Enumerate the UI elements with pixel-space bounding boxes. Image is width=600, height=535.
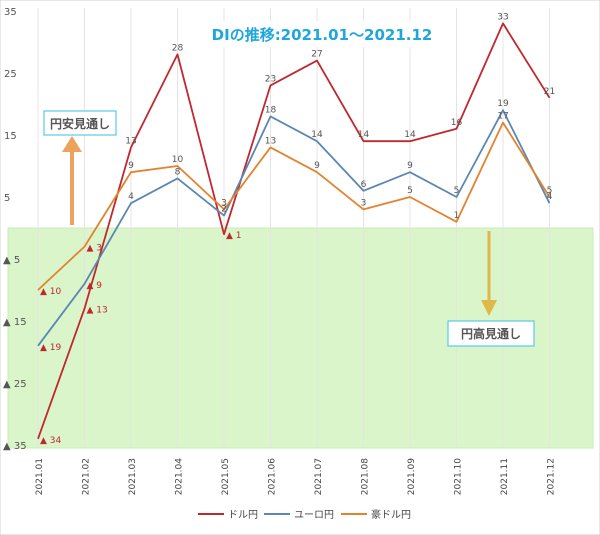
chart-title-text: DIの推移:2021.01〜2021.12	[212, 26, 433, 44]
x-tick-label-2021.03: 2021.03	[128, 458, 138, 495]
data-label-aud: 13	[265, 136, 276, 146]
data-label-aud: ▲ 10	[40, 287, 62, 297]
gridlines	[37, 8, 550, 448]
legend-item-aud[interactable]: 豪ドル円	[341, 508, 411, 521]
legend-item-eur[interactable]: ユーロ円	[264, 510, 334, 521]
data-label-usd: 21	[544, 87, 555, 97]
data-label-eur: 6	[361, 180, 367, 190]
strong-yen-label: 円高見通し	[461, 326, 521, 341]
data-label-usd: 33	[497, 12, 508, 22]
data-label-aud: 5	[407, 186, 413, 196]
y-tick-label: 5	[4, 193, 10, 204]
data-label-eur: 19	[497, 99, 509, 109]
y-axis-ticks: 35 25 15 5 ▲ 5 ▲ 15 ▲ 25 ▲ 35	[3, 7, 27, 452]
data-label-usd: 16	[451, 118, 463, 128]
legend-label-aud: 豪ドル円	[371, 508, 411, 521]
y-tick-label-negative: ▲ 25	[3, 379, 27, 390]
y-tick-label: 35	[4, 7, 17, 18]
data-label-eur: 2	[221, 205, 227, 215]
x-tick-label-2021.02: 2021.02	[82, 458, 92, 495]
data-label-aud: 5	[547, 186, 553, 196]
data-label-eur: ▲ 9	[87, 281, 103, 291]
y-tick-label: 15	[4, 131, 17, 142]
data-label-eur: 8	[175, 167, 181, 177]
legend-item-usd[interactable]: ドル円	[198, 510, 258, 521]
data-label-eur: 9	[407, 161, 413, 171]
chart-title: DIの推移:2021.01〜2021.12	[198, 21, 446, 47]
data-label-aud: ▲ 3	[87, 244, 103, 254]
data-label-eur: ▲ 19	[40, 343, 62, 353]
series-line-aud	[37, 121, 551, 291]
data-label-usd: 14	[404, 130, 416, 140]
weak-yen-label: 円安見通し	[50, 116, 110, 131]
y-tick-label-negative: ▲ 35	[3, 441, 27, 452]
y-tick-label: 25	[4, 69, 17, 80]
data-label-aud: 9	[128, 161, 134, 171]
data-label-aud: 9	[314, 161, 320, 171]
data-label-eur: 18	[265, 105, 277, 115]
series-lines	[37, 22, 551, 440]
data-label-aud: 3	[221, 198, 227, 208]
data-label-aud: 1	[454, 211, 460, 221]
series-line-usd	[37, 22, 551, 440]
weak-yen-annotation: 円安見通し	[43, 110, 117, 225]
x-tick-label-2021.11: 2021.11	[500, 458, 510, 495]
strong-yen-annotation: 円高見通し	[447, 231, 535, 347]
data-label-usd: 14	[358, 130, 370, 140]
x-tick-label-2021.09: 2021.09	[407, 458, 417, 495]
x-tick-label-2021.12: 2021.12	[547, 458, 557, 495]
data-label-usd: ▲ 13	[87, 306, 108, 316]
x-tick-label-2021.06: 2021.06	[268, 458, 278, 495]
data-label-aud: 17	[497, 112, 508, 122]
data-label-eur: 5	[454, 186, 460, 196]
data-label-usd: 27	[311, 50, 322, 60]
data-label-usd: ▲ 34	[40, 436, 62, 446]
y-tick-label-negative: ▲ 5	[3, 255, 20, 266]
weak-yen-arrow-head	[62, 136, 82, 152]
legend: ドル円 ユーロ円 豪ドル円	[198, 508, 411, 521]
data-label-eur: 14	[311, 130, 323, 140]
data-label-eur: 4	[128, 192, 134, 202]
data-label-usd: 13	[125, 136, 136, 146]
x-tick-label-2021.05: 2021.05	[221, 458, 231, 495]
y-tick-label-negative: ▲ 15	[3, 317, 27, 328]
x-tick-label-2021.04: 2021.04	[175, 458, 185, 495]
x-tick-label-2021.08: 2021.08	[361, 458, 371, 495]
x-axis-ticks: 2021.01 2021.02 2021.03 2021.04 2021.05 2021.…	[35, 458, 557, 495]
legend-label-eur: ユーロ円	[294, 510, 334, 521]
x-tick-label-2021.10: 2021.10	[454, 458, 464, 495]
legend-label-usd: ドル円	[228, 510, 258, 521]
x-tick-label-2021.07: 2021.07	[314, 458, 324, 495]
series-line-eur	[37, 109, 551, 347]
data-label-usd: 23	[265, 74, 276, 84]
data-label-aud: 3	[361, 198, 367, 208]
data-label-usd: 28	[172, 43, 184, 53]
strong-yen-arrow-head	[481, 300, 497, 316]
data-label-usd: ▲ 1	[226, 231, 242, 241]
data-label-eur: 4	[547, 192, 553, 202]
x-tick-label-2021.01: 2021.01	[35, 458, 45, 495]
data-label-aud: 10	[172, 155, 184, 165]
